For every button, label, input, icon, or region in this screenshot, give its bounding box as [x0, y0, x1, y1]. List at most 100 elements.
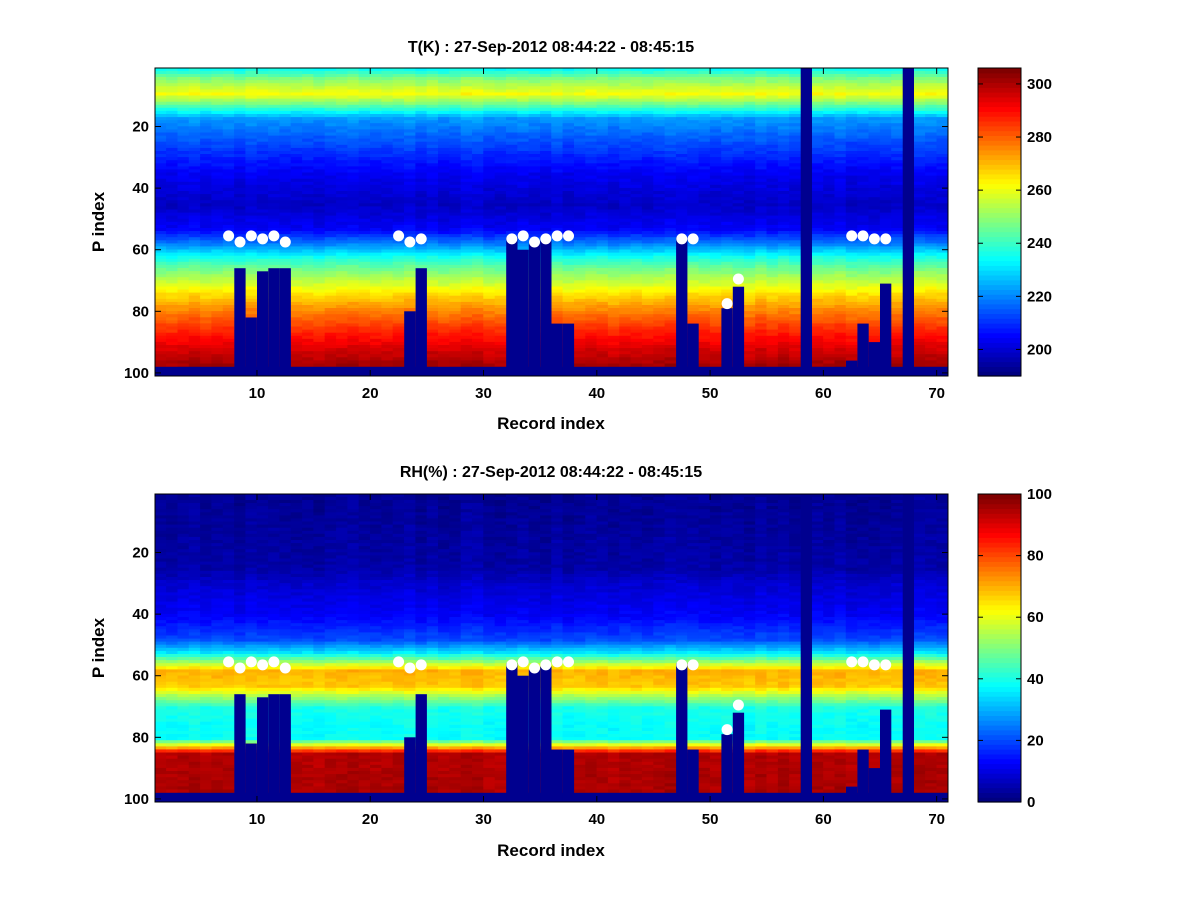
temperature-heat-cell: [347, 329, 360, 334]
temperature-heat-cell: [619, 144, 632, 149]
temperature-heat-cell: [574, 280, 586, 284]
temperature-heat-cell: [506, 184, 518, 189]
temperature-heat-cell: [313, 212, 326, 217]
temperature-heat-cell: [562, 252, 575, 257]
temperature-heat-cell: [517, 228, 530, 232]
temperature-heat-cell: [698, 160, 711, 164]
temperature-heat-cell: [698, 280, 711, 284]
temperature-heat-cell: [415, 104, 428, 109]
temperature-heat-cell: [709, 252, 722, 257]
temperature-heat-cell: [347, 221, 360, 226]
temperature-heat-cell: [494, 187, 507, 192]
temperature-heat-cell: [438, 345, 450, 349]
temperature-heat-cell: [358, 231, 371, 235]
temperature-heat-cell: [426, 206, 439, 211]
temperature-heat-cell: [392, 305, 405, 309]
temperature-heat-cell: [324, 209, 337, 214]
temperature-heat-cell: [188, 335, 201, 340]
temperature-heat-cell: [551, 110, 564, 115]
temperature-heat-cell: [653, 255, 666, 260]
temperature-heat-cell: [381, 212, 394, 217]
temperature-heat-cell: [347, 104, 360, 109]
temperature-heat-cell: [585, 301, 598, 306]
temperature-heat-cell: [324, 224, 337, 229]
temperature-heat-cell: [698, 209, 711, 214]
temperature-heat-cell: [279, 157, 292, 161]
temperature-heat-cell: [381, 341, 394, 346]
temperature-heat-cell: [438, 194, 450, 198]
temperature-heat-cell: [687, 246, 700, 251]
temperature-heat-cell: [381, 323, 394, 328]
temperature-heat-cell: [279, 264, 292, 269]
temperature-heat-cell: [596, 283, 609, 288]
temperature-heat-cell: [607, 104, 620, 109]
temperature-heat-cell: [222, 175, 235, 180]
temperature-heat-cell: [200, 157, 212, 161]
temperature-heat-cell: [506, 194, 518, 198]
temperature-heat-cell: [426, 357, 439, 361]
temperature-heat-cell: [551, 70, 564, 75]
temperature-heat-cell: [698, 144, 711, 149]
temperature-heat-cell: [630, 351, 643, 355]
temperature-heat-cell: [607, 187, 620, 192]
temperature-heat-cell: [517, 123, 530, 127]
temperature-heat-cell: [166, 70, 178, 75]
temperature-heat-cell: [324, 194, 337, 198]
temperature-heat-cell: [460, 77, 473, 81]
temperature-heat-cell: [154, 240, 167, 244]
temperature-heat-cell: [200, 292, 212, 297]
temperature-heat-cell: [494, 264, 507, 269]
temperature-heat-cell: [222, 258, 235, 263]
temperature-heat-cell: [222, 166, 235, 171]
temperature-heat-cell: [460, 277, 473, 281]
temperature-heat-cell: [358, 246, 371, 251]
temperature-heat-cell: [607, 258, 620, 263]
temperature-heat-cell: [188, 354, 201, 358]
temperature-heat-cell: [653, 178, 666, 183]
temperature-heat-cell: [653, 104, 666, 109]
temperature-heat-cell: [585, 280, 598, 284]
temperature-heat-cell: [324, 197, 337, 201]
temperature-heat-cell: [256, 132, 269, 137]
temperature-heat-cell: [256, 147, 269, 152]
temperature-heat-cell: [154, 218, 167, 223]
temperature-heat-cell: [517, 95, 530, 100]
temperature-heat-cell: [630, 274, 643, 278]
temperature-heat-cell: [585, 98, 598, 103]
temperature-heat-cell: [222, 268, 235, 272]
temperature-heat-cell: [347, 67, 360, 72]
temperature-heat-cell: [449, 187, 462, 192]
temperature-heat-cell: [245, 298, 258, 303]
temperature-heat-cell: [381, 215, 394, 220]
temperature-heat-cell: [709, 83, 722, 87]
temperature-heat-cell: [222, 240, 235, 244]
temperature-heat-cell: [211, 215, 224, 220]
temperature-heat-cell: [347, 92, 360, 97]
temperature-heat-cell: [370, 178, 382, 183]
temperature-heat-cell: [438, 80, 450, 84]
temperature-heat-cell: [585, 305, 598, 309]
temperature-heat-cell: [324, 151, 337, 155]
temperature-heat-cell: [619, 335, 632, 340]
temperature-heat-cell: [370, 277, 382, 281]
temperature-heat-cell: [245, 187, 258, 192]
temperature-heat-cell: [687, 114, 700, 118]
temperature-heat-cell: [641, 67, 654, 72]
temperature-heat-cell: [358, 237, 371, 241]
temperature-heat-cell: [460, 169, 473, 174]
temperature-heat-cell: [188, 305, 201, 309]
temperature-heat-cell: [415, 83, 428, 87]
temperature-heat-cell: [392, 104, 405, 109]
temperature-heat-cell: [245, 86, 258, 90]
temperature-heat-cell: [302, 360, 314, 365]
temperature-heat-cell: [415, 209, 428, 214]
temperature-heat-cell: [653, 166, 666, 171]
temperature-heat-cell: [358, 157, 371, 161]
temperature-heat-cell: [641, 80, 654, 84]
temperature-heat-cell: [358, 86, 371, 90]
temperature-heat-cell: [630, 345, 643, 349]
temperature-heat-cell: [574, 169, 586, 174]
temperature-heat-cell: [438, 264, 450, 269]
temperature-heat-cell: [460, 215, 473, 220]
temperature-heat-cell: [313, 314, 326, 318]
